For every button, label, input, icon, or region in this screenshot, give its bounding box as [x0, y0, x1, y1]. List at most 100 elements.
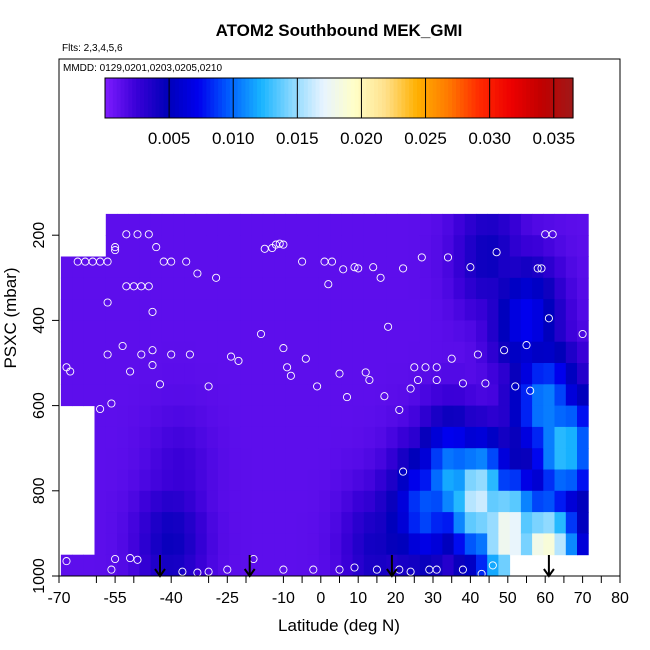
observation-marker — [406, 384, 415, 393]
heatmap-cell — [431, 533, 443, 556]
heatmap-cell — [577, 235, 589, 257]
heatmap-cell — [442, 554, 455, 577]
heatmap-cell — [577, 384, 589, 407]
heatmap-cell — [240, 256, 253, 279]
heatmap-cell — [554, 341, 567, 364]
heatmap-cell — [397, 448, 410, 470]
heatmap-cell — [60, 363, 73, 385]
heatmap-cell — [229, 299, 241, 321]
heatmap-cell — [217, 512, 230, 534]
observation-marker — [279, 344, 288, 353]
heatmap-cell — [520, 299, 533, 321]
heatmap-cell — [554, 426, 567, 449]
heatmap-cell — [128, 363, 140, 385]
heatmap-cell — [161, 533, 174, 556]
heatmap-cell — [117, 469, 129, 492]
heatmap-cell — [285, 277, 297, 300]
heatmap-cell — [229, 490, 241, 513]
heatmap-cell — [487, 469, 499, 492]
heatmap-cell — [352, 405, 365, 428]
colorbar-swatch — [526, 78, 531, 118]
heatmap-cell — [274, 277, 286, 300]
colorbar-swatch — [374, 78, 379, 118]
heatmap-cell — [487, 213, 499, 236]
heatmap-cell — [105, 299, 118, 321]
heatmap-cell — [543, 469, 555, 492]
heatmap-cell — [307, 384, 320, 407]
heatmap-cell — [363, 554, 376, 577]
colorbar-swatch — [159, 78, 165, 118]
heatmap-cell — [240, 277, 253, 300]
heatmap-cell — [476, 363, 488, 385]
heatmap-cell — [476, 384, 488, 407]
heatmap-cell — [498, 320, 511, 343]
flights-note: Flts: 2,3,4,5,6 — [62, 43, 123, 54]
heatmap-cell — [94, 256, 107, 279]
heatmap-cell — [117, 363, 129, 385]
heatmap-cell — [498, 554, 511, 577]
heatmap-cell — [464, 213, 477, 236]
heatmap-cell — [240, 448, 253, 470]
heatmap-cell — [184, 299, 196, 321]
colorbar-swatch — [456, 78, 461, 118]
observation-marker — [335, 565, 344, 574]
heatmap-cell — [274, 384, 286, 407]
heatmap-cell — [72, 299, 84, 321]
heatmap-cell — [363, 341, 376, 364]
colorbar-swatch — [179, 78, 184, 118]
heatmap-cell — [240, 341, 253, 364]
heatmap-cell — [240, 490, 253, 513]
heatmap-cell — [240, 363, 253, 385]
heatmap-cell — [498, 405, 511, 428]
heatmap-cell — [397, 405, 410, 428]
heatmap-cell — [307, 405, 320, 428]
heatmap-cell — [128, 299, 140, 321]
heatmap-cell — [307, 213, 320, 236]
heatmap-cell — [577, 256, 589, 279]
colorbar-swatch — [264, 78, 270, 118]
heatmap-cell — [240, 320, 253, 343]
heatmap-cell — [330, 341, 342, 364]
colorbar-swatch — [190, 78, 196, 118]
heatmap-cell — [330, 448, 342, 470]
heatmap-cell — [375, 490, 387, 513]
heatmap-cell — [195, 405, 208, 428]
observation-marker — [324, 280, 333, 289]
heatmap-cell — [307, 299, 320, 321]
heatmap-cell — [139, 490, 152, 513]
colorbar-swatch — [198, 78, 204, 118]
heatmap-cell — [577, 512, 589, 534]
colorbar-tick-label: 0.035 — [532, 129, 575, 148]
heatmap-cell — [498, 363, 511, 385]
heatmap-cell — [296, 277, 309, 300]
heatmap-cell — [240, 426, 253, 449]
heatmap-cell — [532, 213, 544, 236]
heatmap-cell — [476, 512, 488, 534]
x-tick-label: 30 — [424, 590, 442, 607]
heatmap-cell — [72, 256, 84, 279]
heatmap-cell — [150, 213, 163, 236]
heatmap-cell — [83, 320, 95, 343]
heatmap-cell — [128, 320, 140, 343]
dates-note: MMDD: 0129,0201,0203,0205,0210 — [63, 63, 222, 74]
heatmap-cell — [83, 384, 95, 407]
colorbar-swatch — [327, 78, 332, 118]
heatmap-cell — [217, 320, 230, 343]
heatmap-cell — [318, 469, 331, 492]
observation-marker — [477, 569, 486, 578]
heatmap-cell — [565, 363, 578, 385]
observation-marker — [458, 379, 467, 388]
heatmap-cell — [554, 533, 567, 556]
heatmap-cell — [296, 533, 309, 556]
colorbar-swatch — [385, 78, 391, 118]
heatmap-cell — [173, 341, 185, 364]
heatmap-cell — [139, 405, 152, 428]
heatmap-cell — [386, 363, 398, 385]
heatmap-cell — [128, 235, 140, 257]
colorbar-swatch — [315, 78, 321, 118]
heatmap-cell — [274, 213, 286, 236]
observation-marker — [466, 263, 475, 272]
y-tick-label: 800 — [31, 477, 48, 504]
observation-marker — [432, 565, 441, 574]
heatmap-cell — [577, 469, 589, 492]
